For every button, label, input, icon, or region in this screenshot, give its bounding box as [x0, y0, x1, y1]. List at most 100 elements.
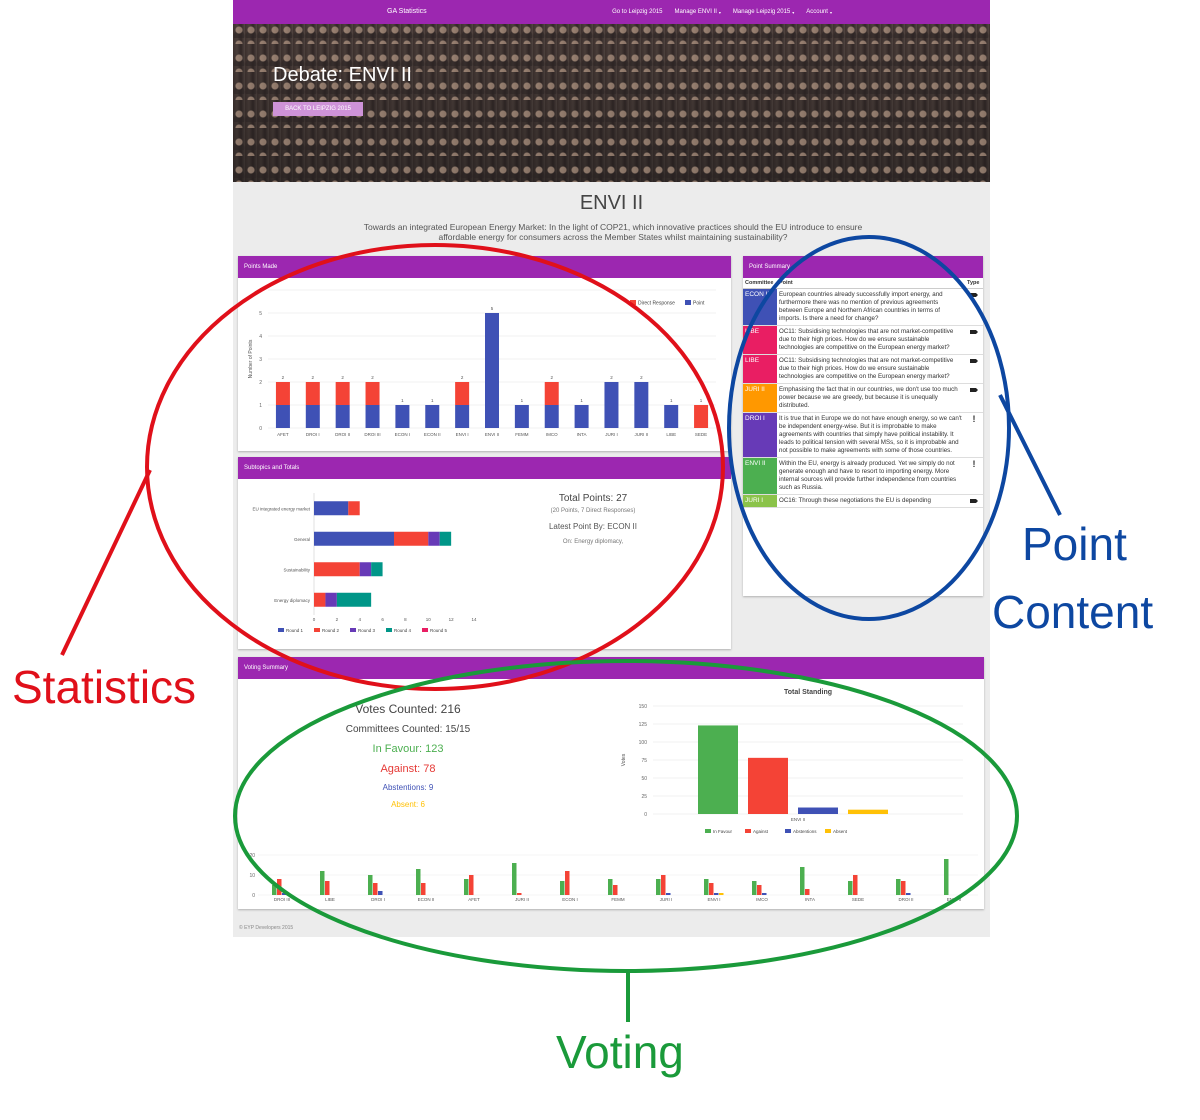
latest-point-subtopic: On: Energy diplomacy, — [562, 539, 624, 545]
x-tick-label: 6 — [381, 617, 384, 622]
point-icon — [965, 288, 983, 326]
point-cell: It is true that in Europe we do not have… — [777, 412, 965, 458]
nav-menu: Go to Leipzig 2015 Manage ENVI II ▾ Manag… — [612, 9, 832, 15]
x-tick-label: SEDE — [852, 897, 864, 902]
bar-segment — [439, 531, 452, 546]
bar-direct-response — [455, 382, 470, 405]
data-label: 2 — [610, 375, 613, 380]
y-tick-label: 3 — [259, 357, 262, 363]
subtopics-chart: 0 2 4 6 8 10 12 14 EU integrated energy market Ge… — [252, 493, 477, 633]
point-cell: OC11: Subsidising technologies that are … — [777, 325, 965, 355]
bar-point — [395, 405, 410, 428]
category-label: Sustainability — [283, 567, 310, 572]
abstentions-count: Abstentions: 9 — [382, 783, 434, 792]
data-label: 2 — [550, 375, 553, 380]
y-tick-label: 1 — [259, 403, 262, 409]
bar-in-favour — [512, 863, 517, 895]
y-tick-label: 6 — [259, 288, 262, 294]
panel-title: Point Summary — [743, 256, 983, 278]
nav-item-go-to-leipzig[interactable]: Go to Leipzig 2015 — [612, 9, 662, 15]
legend-swatch — [422, 628, 428, 632]
in-favour-count: In Favour: 123 — [372, 743, 444, 755]
bar-point — [574, 405, 589, 428]
against-count: Against: 78 — [380, 763, 436, 775]
chevron-down-icon: ▾ — [792, 9, 795, 15]
bar-segment — [359, 562, 372, 577]
bar-point — [604, 382, 619, 428]
bar-segment — [394, 531, 429, 546]
y-tick-label: 25 — [641, 794, 647, 800]
committee-cell: LIBE — [743, 325, 777, 355]
x-tick-label: ECON II — [424, 432, 441, 437]
statistics-annotation: Statistics — [12, 661, 197, 713]
x-tick-label: 0 — [313, 617, 316, 622]
bar-in-favour — [272, 885, 277, 895]
x-tick-label: DROI III — [364, 432, 380, 437]
x-tick-label: JURI II — [515, 897, 529, 902]
bar-segment — [428, 531, 440, 546]
x-tick-label: ENVI I — [707, 897, 720, 902]
legend-label: Round 2 — [322, 628, 340, 633]
legend-label: Round 5 — [430, 628, 448, 633]
data-label: 2 — [312, 375, 315, 380]
back-to-leipzig-button[interactable]: BACK TO LEIPZIG 2015 — [273, 102, 363, 116]
bar-point — [634, 382, 649, 428]
point-cell: Within the EU, energy is already produce… — [777, 457, 965, 495]
y-tick-label: 150 — [639, 704, 648, 710]
bar-abstentions — [666, 893, 671, 895]
committee-cell: LIBE — [743, 354, 777, 384]
data-label: 1 — [700, 398, 703, 403]
x-tick-label: DROI I — [371, 897, 385, 902]
legend-label: Direct Response — [638, 301, 675, 307]
data-label: 2 — [341, 375, 344, 380]
x-tick-label: ECON I — [395, 432, 411, 437]
bar-direct-response — [544, 382, 559, 405]
data-label: 2 — [282, 375, 285, 380]
bar-in-favour — [608, 879, 613, 895]
panel-title: Voting Summary — [238, 657, 984, 679]
column-header: Type — [965, 278, 983, 289]
x-tick-label: AFET — [277, 432, 289, 437]
bar-point — [335, 405, 350, 428]
nav-item-account[interactable]: Account ▾ — [806, 9, 832, 15]
point-icon — [970, 293, 978, 297]
bar-point — [514, 405, 529, 428]
x-tick-label: SEDE — [695, 432, 707, 437]
voting-annotation: Voting — [556, 1026, 684, 1078]
data-label: 1 — [580, 398, 583, 403]
direct-response-icon: ! — [965, 412, 983, 458]
legend-swatch — [785, 829, 791, 833]
data-label: 1 — [431, 398, 434, 403]
data-label: 5 — [491, 306, 494, 311]
points-breakdown: (20 Points, 7 Direct Responses) — [550, 508, 636, 514]
bar-segment — [325, 592, 337, 607]
panel-title: Subtopics and Totals — [238, 457, 731, 479]
bar-in-favour — [944, 859, 949, 895]
brand-link[interactable]: GA Statistics — [387, 8, 427, 15]
y-tick-label: 20 — [249, 853, 255, 859]
point-icon — [965, 494, 983, 508]
legend-label: Point — [693, 301, 705, 307]
y-tick-label: 2 — [259, 380, 262, 386]
navbar: GA Statistics Go to Leipzig 2015 Manage … — [233, 0, 990, 24]
bar-in-favour — [368, 875, 373, 895]
footer: © EYP Developers 2015 — [239, 925, 294, 931]
committee-votes-chart: 0 10 20 DROI III LIBE DROI I ECON II AFET JURI I… — [249, 853, 978, 902]
x-tick-label: DROI II — [335, 432, 350, 437]
x-tick-label: ENVI II — [947, 897, 961, 902]
x-tick-label: LIBE — [666, 432, 676, 437]
y-tick-label: 4 — [259, 334, 262, 340]
total-points: Total Points: 27 — [558, 493, 628, 504]
data-label: 2 — [371, 375, 374, 380]
table-row: ECON II European countries already succes… — [743, 288, 983, 326]
x-tick-label: 12 — [449, 617, 455, 622]
y-tick-label: 0 — [644, 812, 647, 818]
hero-banner: Debate: ENVI II BACK TO LEIPZIG 2015 — [233, 24, 990, 182]
nav-item-manage-envi[interactable]: Manage ENVI II ▾ — [675, 9, 721, 15]
bar-in-favour — [656, 879, 661, 895]
nav-item-manage-leipzig[interactable]: Manage Leipzig 2015 ▾ — [733, 9, 794, 15]
bar-point — [365, 405, 380, 428]
bar-segment — [314, 501, 349, 516]
legend-swatch — [350, 628, 356, 632]
category-label: Energy diplomacy — [274, 598, 311, 603]
